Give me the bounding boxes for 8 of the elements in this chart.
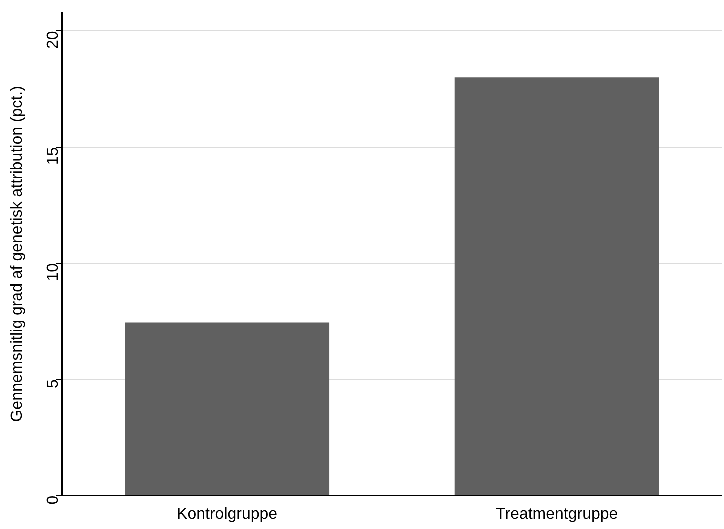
y-tick-label: 5: [44, 380, 62, 389]
y-tick-label: 15: [44, 147, 62, 166]
y-axis-title: Gennemsnitlig grad af genetisk attribution (pct.): [9, 86, 26, 422]
y-tick-label: 10: [44, 263, 62, 282]
y-tick-label: 0: [44, 496, 62, 505]
x-tick-label: Kontrolgruppe: [177, 506, 278, 523]
x-tick-label: Treatmentgruppe: [496, 506, 618, 523]
y-tick-label: 20: [44, 31, 62, 49]
